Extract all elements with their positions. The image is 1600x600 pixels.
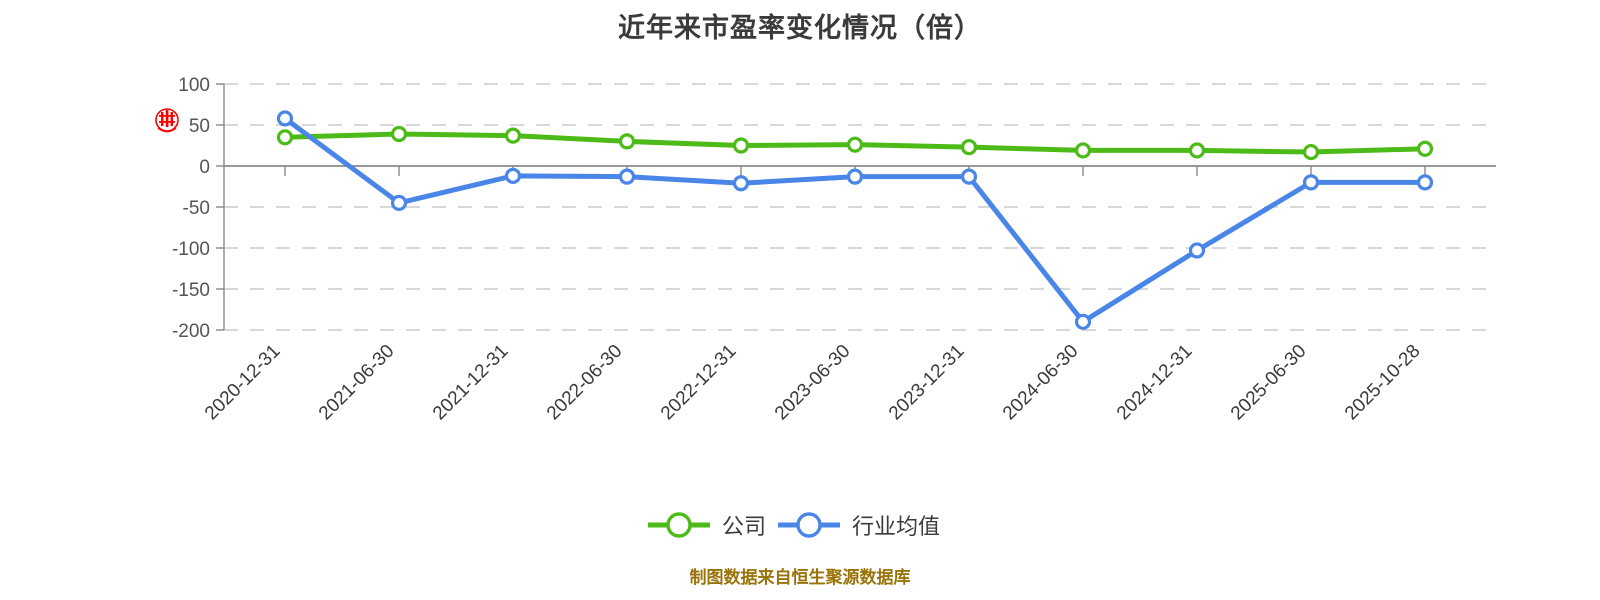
data-point-marker <box>1188 142 1206 159</box>
data-point-marker <box>1416 174 1434 191</box>
legend-marker-icon[interactable] <box>666 512 692 538</box>
x-axis-tick-label: 2025-06-30 <box>1227 341 1311 425</box>
y-axis-tick-label: -200 <box>172 321 210 342</box>
legend-item-label[interactable]: 公司 <box>722 514 766 539</box>
data-point-marker <box>732 175 750 192</box>
x-axis-tick-label: 2022-12-31 <box>657 341 741 425</box>
data-point-marker <box>504 127 522 144</box>
x-axis-tick-label: 2021-06-30 <box>315 341 399 425</box>
data-point-marker <box>618 168 636 185</box>
data-point-marker <box>276 129 294 146</box>
x-axis-tick-label: 2023-12-31 <box>885 341 969 425</box>
y-axis-tick-label: 0 <box>199 157 210 178</box>
data-point-marker <box>960 139 978 156</box>
y-axis-tick-label: -150 <box>172 280 210 301</box>
data-point-marker <box>1302 143 1320 161</box>
y-axis-tick-label: 100 <box>178 75 210 96</box>
y-axis-tick-label: 50 <box>189 116 210 137</box>
legend-item-label[interactable]: 行业均值 <box>852 514 940 539</box>
data-point-marker <box>960 168 978 185</box>
y-axis-tick-label: -100 <box>172 239 210 260</box>
hexun-logo-watermark-icon <box>155 108 179 133</box>
data-point-marker <box>390 125 408 143</box>
legend-marker-icon[interactable] <box>796 512 822 538</box>
data-point-marker <box>1074 142 1092 159</box>
gridlines-group <box>224 83 1496 331</box>
y-axis-ticks-group <box>216 83 224 331</box>
x-axis-tick-label: 2021-12-31 <box>429 341 513 425</box>
data-point-marker <box>618 133 636 150</box>
x-axis-tick-label: 2020-12-31 <box>201 341 285 425</box>
data-point-marker <box>846 168 864 185</box>
series-markers-group <box>276 110 1434 330</box>
x-axis-tick-label: 2022-06-30 <box>543 341 627 425</box>
data-point-marker <box>1188 242 1206 259</box>
data-point-marker <box>1074 313 1092 330</box>
chart-legend: 公司 行业均值 <box>648 512 940 539</box>
data-point-marker <box>390 194 408 211</box>
y-axis-tick-label: -50 <box>183 198 210 219</box>
x-axis-tick-label: 2023-06-30 <box>771 341 855 425</box>
data-point-marker <box>276 110 294 127</box>
data-point-marker <box>504 167 522 184</box>
x-axis-tick-label: 2024-06-30 <box>999 341 1083 425</box>
footer-note: 制图数据来自恒生聚源数据库 <box>689 568 911 587</box>
y-axis-labels-group: 100 50 0 -50 -100 -150 -200 <box>172 75 210 342</box>
data-point-marker <box>846 136 864 153</box>
x-axis-tick-label: 2024-12-31 <box>1113 341 1197 425</box>
data-point-marker <box>1416 140 1434 157</box>
x-axis-labels-group: 2020-12-31 2021-06-30 2021-12-31 2022-06-30… <box>201 341 1425 425</box>
page-title: 近年来市盈率变化情况（倍） <box>618 13 982 43</box>
data-point-marker <box>1302 174 1320 191</box>
x-axis-tick-label: 2025-10-28 <box>1341 341 1425 425</box>
data-point-marker <box>732 137 750 154</box>
